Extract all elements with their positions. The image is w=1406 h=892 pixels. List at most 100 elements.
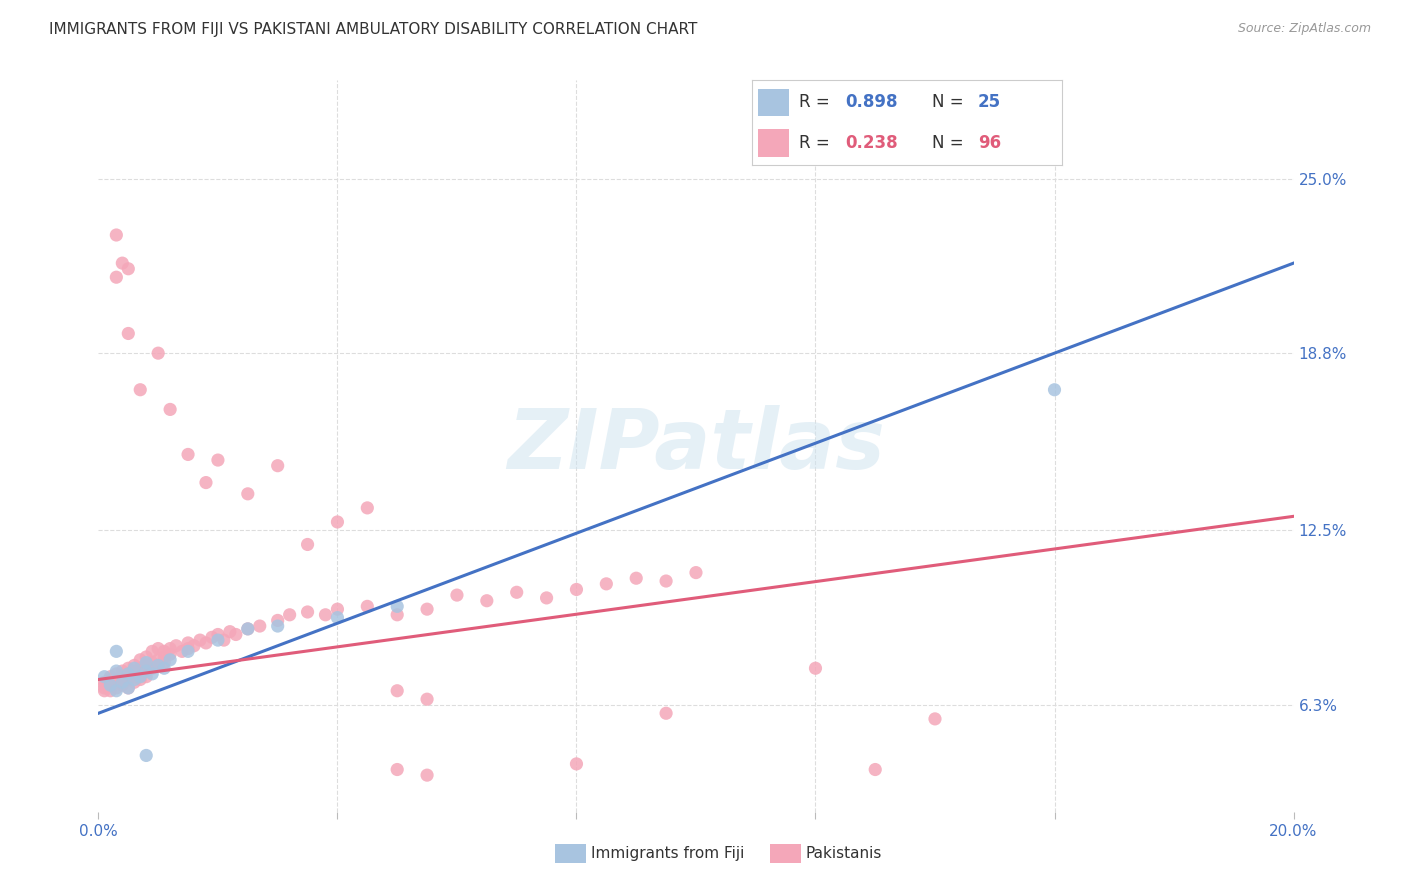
- Point: [98, 683, 122, 698]
- Point: [98, 673, 122, 687]
- Point: [98, 678, 122, 692]
- Text: N =: N =: [932, 134, 969, 152]
- Point: [267, 619, 290, 633]
- Text: R =: R =: [799, 134, 835, 152]
- Point: [111, 256, 134, 270]
- Text: 25: 25: [979, 94, 1001, 112]
- Point: [655, 574, 678, 588]
- Point: [148, 658, 170, 673]
- Point: [626, 571, 648, 585]
- Point: [385, 607, 409, 622]
- Point: [111, 670, 134, 684]
- Point: [207, 627, 229, 641]
- Text: Source: ZipAtlas.com: Source: ZipAtlas.com: [1237, 22, 1371, 36]
- Point: [207, 633, 229, 648]
- Point: [475, 593, 498, 607]
- Point: [595, 577, 617, 591]
- Point: [124, 661, 146, 675]
- Point: [153, 650, 176, 665]
- Point: [117, 673, 139, 687]
- Point: [141, 666, 163, 681]
- Point: [153, 661, 176, 675]
- Point: [159, 641, 181, 656]
- Point: [129, 673, 152, 687]
- Point: [446, 588, 468, 602]
- Point: [416, 692, 439, 706]
- Point: [93, 670, 115, 684]
- Point: [188, 633, 211, 648]
- Point: [141, 661, 163, 675]
- Point: [385, 763, 409, 777]
- Point: [924, 712, 946, 726]
- Point: [183, 639, 205, 653]
- Point: [159, 653, 181, 667]
- Point: [236, 487, 259, 501]
- Point: [148, 346, 170, 360]
- Text: 0.238: 0.238: [845, 134, 897, 152]
- Point: [201, 630, 224, 644]
- Point: [297, 537, 319, 551]
- Point: [195, 475, 218, 490]
- Bar: [758, 89, 789, 116]
- Point: [105, 270, 128, 285]
- Point: [124, 658, 146, 673]
- Point: [297, 605, 319, 619]
- Point: [236, 622, 259, 636]
- Point: [685, 566, 707, 580]
- Point: [141, 644, 163, 658]
- Point: [111, 678, 134, 692]
- Point: [159, 402, 181, 417]
- Text: 96: 96: [979, 134, 1001, 152]
- Point: [326, 515, 349, 529]
- Point: [111, 675, 134, 690]
- Point: [159, 647, 181, 661]
- Point: [225, 627, 247, 641]
- Point: [93, 678, 115, 692]
- Point: [129, 653, 152, 667]
- Point: [565, 756, 588, 771]
- Point: [117, 681, 139, 695]
- Point: [195, 636, 218, 650]
- Point: [117, 326, 139, 341]
- Point: [105, 675, 128, 690]
- Bar: [758, 129, 789, 157]
- Point: [135, 658, 157, 673]
- Point: [105, 683, 128, 698]
- Text: IMMIGRANTS FROM FIJI VS PAKISTANI AMBULATORY DISABILITY CORRELATION CHART: IMMIGRANTS FROM FIJI VS PAKISTANI AMBULA…: [49, 22, 697, 37]
- Point: [135, 656, 157, 670]
- Point: [117, 261, 139, 276]
- Text: Pakistanis: Pakistanis: [806, 847, 882, 861]
- Point: [212, 633, 235, 648]
- Point: [148, 641, 170, 656]
- Point: [105, 664, 128, 678]
- Point: [111, 664, 134, 678]
- Point: [98, 670, 122, 684]
- Point: [135, 748, 157, 763]
- Point: [129, 666, 152, 681]
- Point: [105, 644, 128, 658]
- Point: [267, 458, 290, 473]
- Point: [111, 675, 134, 690]
- Point: [98, 678, 122, 692]
- Point: [219, 624, 242, 639]
- Point: [315, 607, 337, 622]
- Point: [124, 675, 146, 690]
- Point: [148, 658, 170, 673]
- Point: [506, 585, 529, 599]
- Point: [124, 664, 146, 678]
- Text: 0.898: 0.898: [845, 94, 897, 112]
- Point: [1043, 383, 1066, 397]
- Point: [655, 706, 678, 721]
- Point: [356, 599, 378, 614]
- Point: [135, 650, 157, 665]
- Point: [536, 591, 558, 605]
- Text: ZIPatlas: ZIPatlas: [508, 406, 884, 486]
- Point: [129, 670, 152, 684]
- Point: [278, 607, 301, 622]
- Point: [135, 664, 157, 678]
- Point: [153, 644, 176, 658]
- Point: [385, 599, 409, 614]
- Text: R =: R =: [799, 94, 835, 112]
- Point: [93, 675, 115, 690]
- Text: N =: N =: [932, 94, 969, 112]
